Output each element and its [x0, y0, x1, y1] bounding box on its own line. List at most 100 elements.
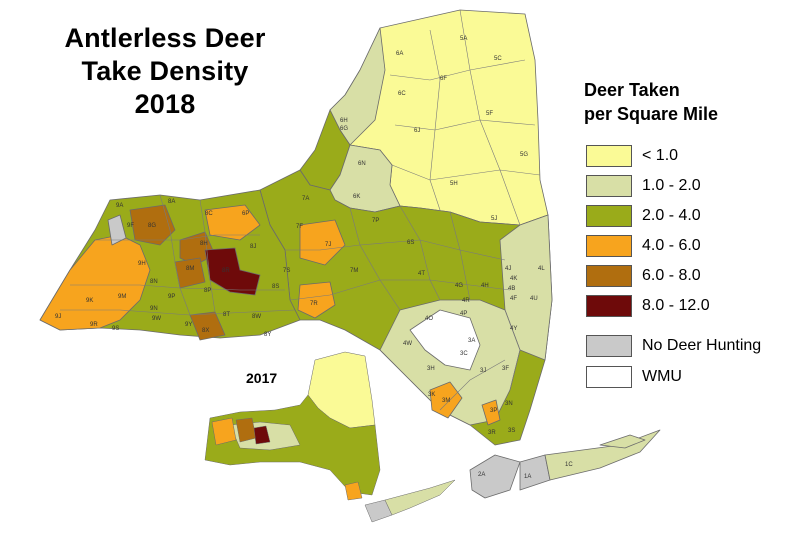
west-orange	[39, 234, 151, 331]
legend-label: No Deer Hunting	[642, 337, 762, 354]
svg-text:4R: 4R	[462, 298, 470, 304]
map-title: Antlerless Deer Take Density 2018	[20, 22, 310, 121]
svg-text:4L: 4L	[538, 266, 545, 272]
svg-text:8Y: 8Y	[264, 332, 271, 338]
legend-swatch	[586, 265, 632, 287]
svg-text:5F: 5F	[486, 111, 493, 117]
svg-text:9P: 9P	[168, 294, 175, 300]
title-line-1: Antlerless Deer	[64, 23, 266, 53]
title-line-2: Take Density	[81, 56, 249, 86]
svg-text:5G: 5G	[520, 152, 528, 158]
svg-text:8T: 8T	[223, 312, 230, 318]
unit-3m	[429, 381, 463, 419]
legend-label: 4.0 - 6.0	[642, 237, 701, 254]
svg-text:6F: 6F	[440, 76, 447, 82]
svg-text:9R: 9R	[90, 322, 98, 328]
svg-text:8X: 8X	[202, 328, 209, 334]
svg-text:7A: 7A	[302, 196, 309, 202]
svg-text:7S: 7S	[283, 268, 290, 274]
legend-label: 6.0 - 8.0	[642, 267, 701, 284]
svg-text:6A: 6A	[396, 51, 403, 57]
long-island-tip	[599, 434, 646, 449]
svg-text:9N: 9N	[150, 306, 158, 312]
svg-text:4P: 4P	[460, 311, 467, 317]
inset-long-island	[384, 479, 456, 516]
wmu-boundaries	[60, 9, 541, 411]
svg-text:6J: 6J	[414, 128, 420, 134]
legend-swatch	[586, 366, 632, 388]
svg-text:9Y: 9Y	[185, 322, 192, 328]
legend-label: < 1.0	[642, 147, 679, 164]
legend-swatch	[586, 175, 632, 197]
unit-8j-dark	[204, 247, 261, 296]
svg-text:8P: 8P	[204, 288, 211, 294]
svg-text:2A: 2A	[478, 472, 485, 478]
unit-8g	[129, 204, 176, 246]
unit-7j-orange	[299, 219, 346, 266]
legend-swatch	[586, 235, 632, 257]
svg-text:6S: 6S	[407, 240, 414, 246]
legend-swatch	[586, 295, 632, 317]
svg-text:4O: 4O	[425, 316, 433, 322]
svg-text:9S: 9S	[112, 326, 119, 332]
svg-text:9A: 9A	[116, 203, 123, 209]
southeast-white	[409, 309, 481, 371]
svg-text:4Y: 4Y	[510, 326, 517, 332]
svg-text:6C: 6C	[398, 91, 406, 97]
svg-text:4G: 4G	[455, 283, 463, 289]
svg-text:8J: 8J	[250, 244, 256, 250]
svg-text:4U: 4U	[530, 296, 538, 302]
legend-label: WMU	[642, 368, 682, 385]
svg-text:4J: 4J	[505, 266, 511, 272]
legend-swatch	[586, 145, 632, 167]
inset-se-orange	[344, 481, 363, 501]
svg-text:9H: 9H	[138, 261, 146, 267]
legend-label: 8.0 - 12.0	[642, 297, 710, 314]
svg-text:6N: 6N	[358, 161, 366, 167]
svg-text:6G: 6G	[340, 126, 348, 132]
svg-text:8H: 8H	[200, 241, 208, 247]
svg-text:3S: 3S	[508, 428, 515, 434]
svg-text:4F: 4F	[510, 296, 517, 302]
svg-text:3P: 3P	[490, 408, 497, 414]
svg-text:7J: 7J	[325, 242, 331, 248]
svg-text:8C: 8C	[205, 211, 213, 217]
legend-title-line-1: Deer Taken	[584, 80, 680, 100]
inset-dark	[253, 425, 271, 445]
svg-text:3M: 3M	[442, 398, 450, 404]
long-island-east	[544, 429, 661, 481]
svg-text:6H: 6H	[340, 118, 348, 124]
svg-text:1A: 1A	[524, 474, 531, 480]
svg-text:3N: 3N	[505, 401, 513, 407]
svg-text:4H: 4H	[481, 283, 489, 289]
svg-text:4W: 4W	[403, 341, 412, 347]
svg-text:9J: 9J	[55, 314, 61, 320]
legend-title: Deer Taken per Square Mile	[584, 78, 718, 126]
svg-text:4K: 4K	[510, 276, 517, 282]
inset-orange	[211, 417, 237, 446]
inset-map	[204, 351, 456, 523]
svg-text:9K: 9K	[86, 298, 93, 304]
svg-text:7F: 7F	[296, 224, 303, 230]
long-island-west	[519, 454, 551, 491]
svg-text:8R: 8R	[222, 268, 230, 274]
svg-text:3C: 3C	[460, 351, 468, 357]
niagara-gray	[107, 214, 127, 246]
svg-text:4B: 4B	[508, 286, 515, 292]
svg-text:8N: 8N	[150, 279, 158, 285]
legend-swatch	[586, 205, 632, 227]
svg-text:1C: 1C	[565, 462, 573, 468]
svg-text:6K: 6K	[353, 194, 360, 200]
legend-label: 1.0 - 2.0	[642, 177, 701, 194]
svg-text:8A: 8A	[168, 199, 175, 205]
svg-text:3R: 3R	[488, 430, 496, 436]
inset-title: 2017	[246, 370, 278, 386]
svg-text:7R: 7R	[310, 301, 318, 307]
svg-text:9F: 9F	[127, 223, 134, 229]
unit-8x	[189, 311, 226, 341]
nyc-gray	[469, 454, 521, 499]
unit-7r-orange	[297, 281, 336, 319]
svg-text:7M: 7M	[350, 268, 358, 274]
wmu-labels: 6A 5C 6F 5A 6C 6H 5F 6J 6N 5H 6K 5G 5J 6…	[55, 36, 573, 480]
